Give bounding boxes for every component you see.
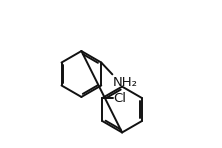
Text: NH₂: NH₂: [113, 76, 138, 89]
Text: Cl: Cl: [113, 92, 126, 104]
